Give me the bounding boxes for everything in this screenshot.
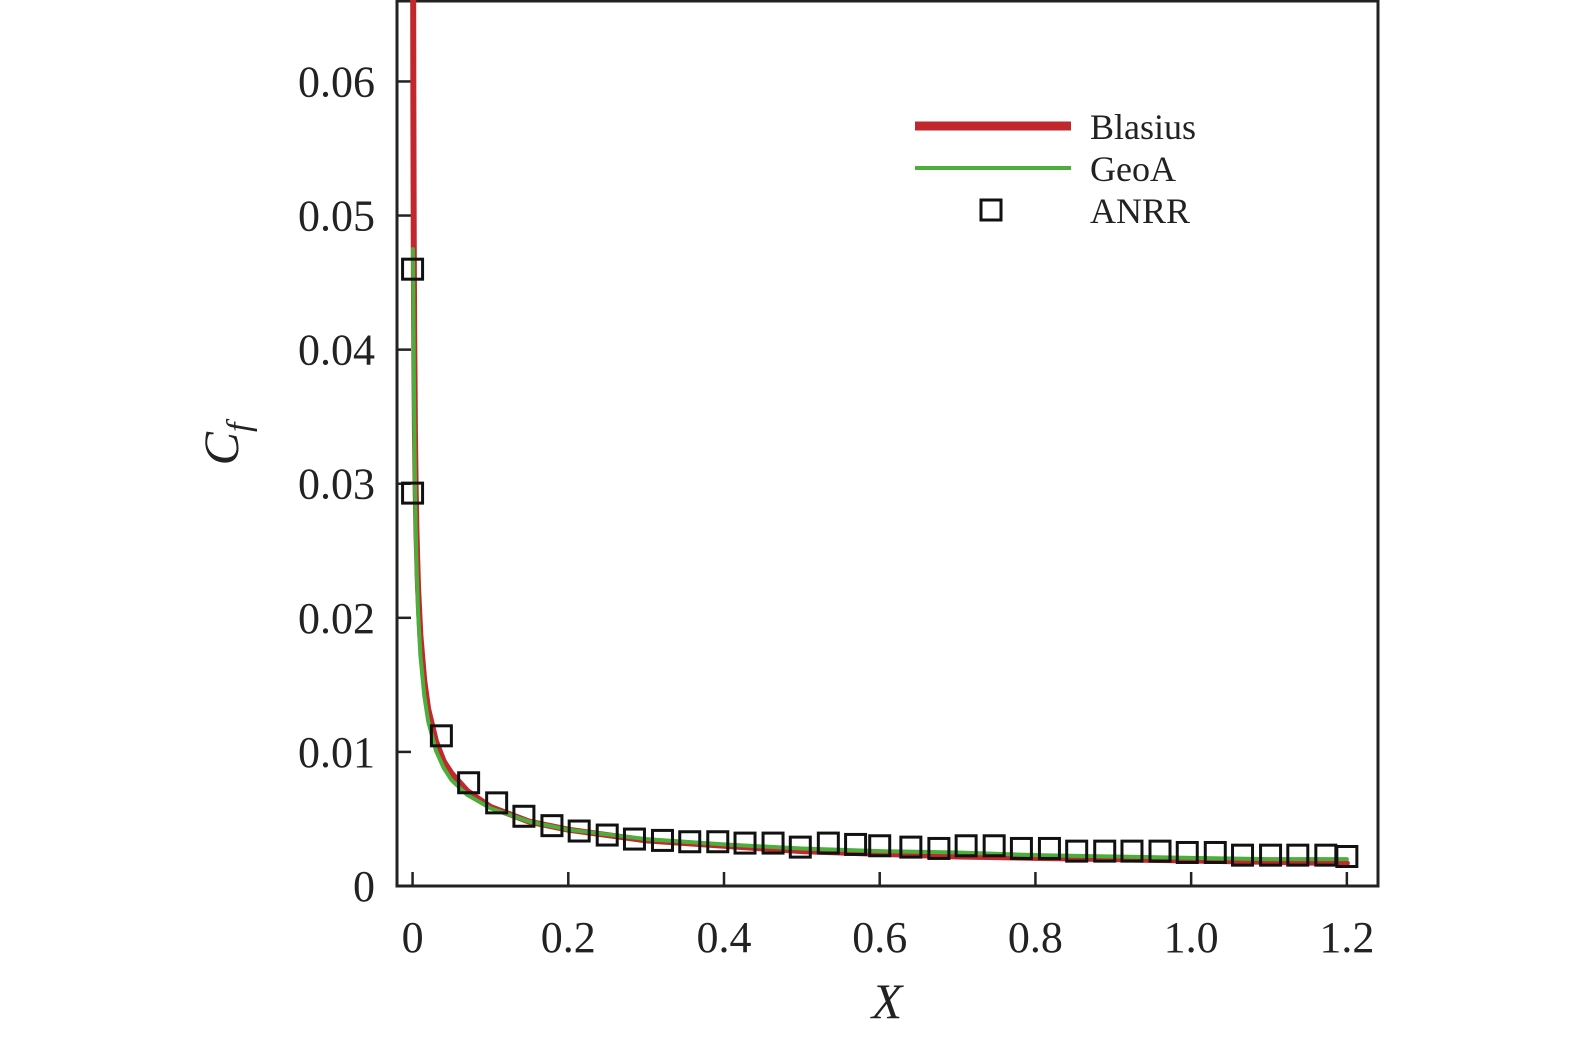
y-tick-label: 0.04 <box>298 326 375 375</box>
legend-label-anrr: ANRR <box>1090 191 1190 231</box>
data-point-anrr <box>401 257 425 281</box>
y-axis-label-subscript: f <box>221 418 258 432</box>
data-point-anrr <box>1037 836 1061 860</box>
legend-label-geoa: GeoA <box>1090 149 1176 189</box>
data-point-anrr <box>1009 836 1033 860</box>
data-point-anrr <box>1259 843 1283 867</box>
marker-layer <box>401 257 1359 868</box>
x-tick-label: 1.0 <box>1164 913 1219 962</box>
x-tick-label: 0.4 <box>697 913 752 962</box>
x-tick-label: 0.8 <box>1008 913 1063 962</box>
x-tick-label: 0.6 <box>852 913 907 962</box>
data-point-anrr <box>512 804 536 828</box>
svg-text:Cf: Cf <box>193 418 258 465</box>
y-tick-label: 0.03 <box>298 460 375 509</box>
data-point-anrr <box>844 832 868 856</box>
y-tick-label: 0 <box>353 862 375 911</box>
x-tick-label: 1.2 <box>1319 913 1374 962</box>
x-axis-label: X <box>870 973 905 1029</box>
x-tick-label: 0.2 <box>541 913 596 962</box>
data-point-anrr <box>401 481 425 505</box>
y-axis: 0 0.01 0.02 0.03 0.04 0.05 0.06 <box>298 57 411 911</box>
plot-frame <box>395 0 1380 888</box>
y-axis-label-main: C <box>193 431 249 465</box>
legend-swatch-anrr <box>979 198 1003 222</box>
series-line-geoa <box>410 247 1349 862</box>
legend-label-blasius: Blasius <box>1090 107 1196 147</box>
data-point-anrr <box>868 834 892 858</box>
data-point-anrr <box>540 814 564 838</box>
y-axis-label: Cf <box>193 418 258 465</box>
data-point-anrr <box>485 791 509 815</box>
series-layer <box>410 0 1350 867</box>
data-point-anrr <box>733 831 757 855</box>
data-point-anrr <box>1175 840 1199 864</box>
data-point-anrr <box>1203 840 1227 864</box>
data-point-anrr <box>1065 839 1089 863</box>
data-point-anrr <box>816 831 840 855</box>
y-tick-label: 0.06 <box>298 57 375 106</box>
data-point-anrr <box>1286 843 1310 867</box>
x-axis: 0 0.2 0.4 0.6 0.8 1.0 1.2 <box>402 872 1374 962</box>
y-tick-label: 0.05 <box>298 192 375 241</box>
data-point-anrr <box>429 724 453 748</box>
data-point-anrr <box>1148 839 1172 863</box>
series-line-blasius <box>410 0 1350 867</box>
data-point-anrr <box>788 835 812 859</box>
data-point-anrr <box>982 834 1006 858</box>
data-point-anrr <box>899 835 923 859</box>
data-point-anrr <box>1231 843 1255 867</box>
data-point-anrr <box>761 831 785 855</box>
y-tick-label: 0.02 <box>298 594 375 643</box>
y-tick-label: 0.01 <box>298 728 375 777</box>
data-point-anrr <box>954 834 978 858</box>
data-point-anrr <box>1093 839 1117 863</box>
x-tick-label: 0 <box>402 913 424 962</box>
data-point-anrr <box>650 828 674 852</box>
data-point-anrr <box>678 830 702 854</box>
data-point-anrr <box>1335 845 1359 868</box>
data-point-anrr <box>457 771 481 795</box>
data-point-anrr <box>567 819 591 843</box>
data-point-anrr <box>595 823 619 847</box>
data-point-anrr <box>1120 839 1144 863</box>
data-point-anrr <box>927 836 951 860</box>
data-point-anrr <box>622 827 646 851</box>
data-point-anrr <box>706 830 730 854</box>
